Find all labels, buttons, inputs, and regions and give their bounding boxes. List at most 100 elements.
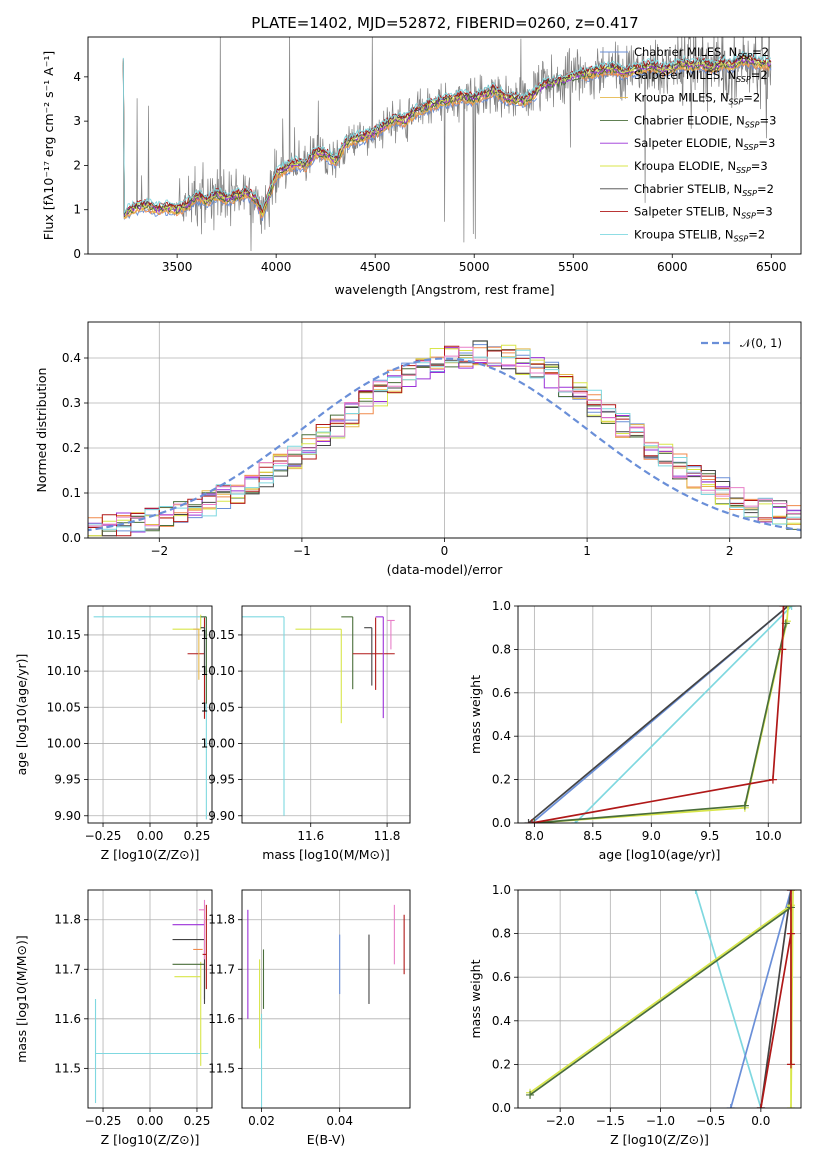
y-tick-label: 0.3: [62, 396, 81, 410]
mass-weight-marker: [786, 1104, 795, 1108]
mass-weight-line: [729, 890, 792, 1108]
y-tick-label: 10.15: [201, 628, 235, 642]
legend-sub: SSP: [734, 234, 749, 243]
legend-name: Kroupa MILES, N: [634, 91, 729, 105]
mass-weight-marker: [787, 606, 796, 610]
y-tick-label: 1.0: [492, 883, 511, 897]
panel-spectrum: 3500 4000 4500 5000 5500 6000 6500 0 1 2 3 4 Flux [f…: [41, 36, 802, 297]
axes-frame: [87, 889, 213, 1109]
plot-area: [247, 904, 405, 1108]
x-tick-label: 0.0: [751, 1114, 770, 1128]
mass-weight-line: [760, 890, 792, 1108]
y-tick-label: 11.5: [208, 1061, 235, 1075]
mass-weight-marker: [768, 775, 777, 784]
y-axis-label: mass [log10(M/M⊙)]: [14, 935, 29, 1063]
legend-entry: Salpeter MILES, NSSP=2: [634, 68, 768, 84]
x-axis-label: E(B-V): [307, 1132, 346, 1147]
mass-weight-line: [531, 606, 785, 823]
axes-frame: [241, 605, 411, 824]
y-tick-label: 10.00: [47, 736, 81, 750]
legend-n: =2: [743, 91, 760, 105]
axes-frame: [517, 605, 802, 824]
y-tick-label: 9.95: [208, 773, 235, 787]
legend-sub: SSP: [736, 75, 751, 84]
x-tick-label: 0.00: [137, 1114, 164, 1128]
figure-title: PLATE=1402, MJD=52872, FIBERID=0260, z=0…: [251, 14, 638, 32]
x-tick-label: 6500: [756, 260, 787, 274]
x-tick-label: −0.25: [85, 1114, 122, 1128]
x-tick-label: 0: [441, 544, 449, 558]
mass-weight-marker: [740, 801, 749, 810]
mass-weight-marker: [788, 890, 797, 894]
plot-area: [88, 340, 801, 537]
mass-weight-marker: [782, 617, 791, 626]
y-tick-label: 11.8: [208, 913, 235, 927]
mass-weight-marker: [786, 890, 795, 894]
legend-n: =2: [751, 68, 768, 82]
legend-entry: Chabrier ELODIE, NSSP=3: [634, 113, 776, 129]
legend-name: Salpeter STELIB, N: [634, 205, 741, 219]
x-axis-label: Z [log10(Z/Z⊙)]: [101, 847, 200, 862]
x-tick-label: 0.02: [248, 1114, 275, 1128]
plot-area: [93, 614, 207, 820]
legend-n: =2: [752, 45, 769, 59]
legend-n: =2: [757, 182, 774, 196]
x-tick-label: 9.0: [642, 829, 661, 843]
y-tick-label: 0.2: [62, 441, 81, 455]
mass-weight-marker: [786, 929, 795, 938]
y-tick-label: 0.0: [492, 1101, 511, 1115]
model-line-kroupa-elodie: [122, 55, 772, 217]
plot-area: [242, 616, 395, 816]
panel-residuals: −2 −1 0 1 2 0.0 0.1 0.2 0.3 0.4 (data-model)/error…: [34, 321, 802, 577]
x-axis-label: age [log10(age/yr)]: [599, 847, 721, 862]
legend-entry: Salpeter STELIB, NSSP=3: [634, 205, 773, 221]
axes-frame: [241, 889, 411, 1109]
mass-weight-line: [694, 890, 762, 1108]
legend-sub: SSP: [744, 143, 759, 152]
y-tick-label: 0.2: [492, 1057, 511, 1071]
x-tick-label: −0.5: [696, 1114, 725, 1128]
x-tick-label: 5500: [558, 260, 589, 274]
legend-entry: Chabrier MILES, NSSP=2: [634, 45, 769, 61]
x-tick-label: −1.5: [596, 1114, 625, 1128]
x-tick-label: −1.0: [646, 1114, 675, 1128]
axes-frame: [517, 889, 802, 1109]
x-tick-label: −2: [150, 544, 168, 558]
y-tick-label: 10.10: [201, 664, 235, 678]
y-axis-label: age [log10(age/yr)]: [14, 654, 29, 776]
legend-entry: Salpeter ELODIE, NSSP=3: [634, 136, 775, 152]
y-tick-label: 0.4: [492, 1014, 511, 1028]
y-tick-label: 11.8: [54, 913, 81, 927]
mass-weight-marker: [779, 606, 788, 610]
model-line-salpeter-elodie: [122, 57, 772, 216]
legend-sub: SSP: [737, 52, 752, 61]
panel-age-vs-Z: −0.25 0.00 0.25 9.90 9.95 10.00 10.05 10.10 10.1…: [14, 605, 213, 862]
y-tick-label: 11.6: [208, 1012, 235, 1026]
axes-frame: [87, 36, 802, 255]
y-tick-label: 0.4: [62, 351, 81, 365]
x-tick-label: 8.0: [525, 829, 544, 843]
x-axis-label: Z [log10(Z/Z⊙)]: [101, 1132, 200, 1147]
mass-weight-marker: [778, 645, 787, 654]
mass-weight-marker: [784, 606, 793, 610]
panel-mass-vs-Z: −0.25 0.00 0.25 11.5 11.6 11.7 11.8 Z [log10(Z/…: [14, 889, 213, 1147]
x-tick-label: −0.25: [85, 829, 122, 843]
x-tick-label: −2.0: [546, 1114, 575, 1128]
y-axis-label: mass weight: [468, 675, 483, 754]
y-tick-label: 0.8: [492, 642, 511, 656]
plot-area: [122, 37, 772, 252]
y-tick-label: 0.0: [492, 816, 511, 830]
y-axis-label: Flux [fλ10⁻¹⁷ erg cm⁻² s⁻¹ A⁻¹]: [41, 51, 56, 240]
legend-entry: 𝒩(0, 1): [740, 336, 782, 350]
y-tick-label: 0.6: [492, 686, 511, 700]
y-axis-label: Normed distribution: [34, 368, 49, 493]
x-tick-label: −1: [293, 544, 311, 558]
mass-weight-marker: [726, 1104, 735, 1108]
legend-entry: Kroupa ELODIE, NSSP=3: [634, 159, 768, 175]
plot-area: [94, 899, 209, 1104]
x-tick-label: 11.6: [297, 829, 324, 843]
legend-name: Salpeter MILES, N: [634, 68, 736, 82]
y-tick-label: 11.5: [54, 1061, 81, 1075]
